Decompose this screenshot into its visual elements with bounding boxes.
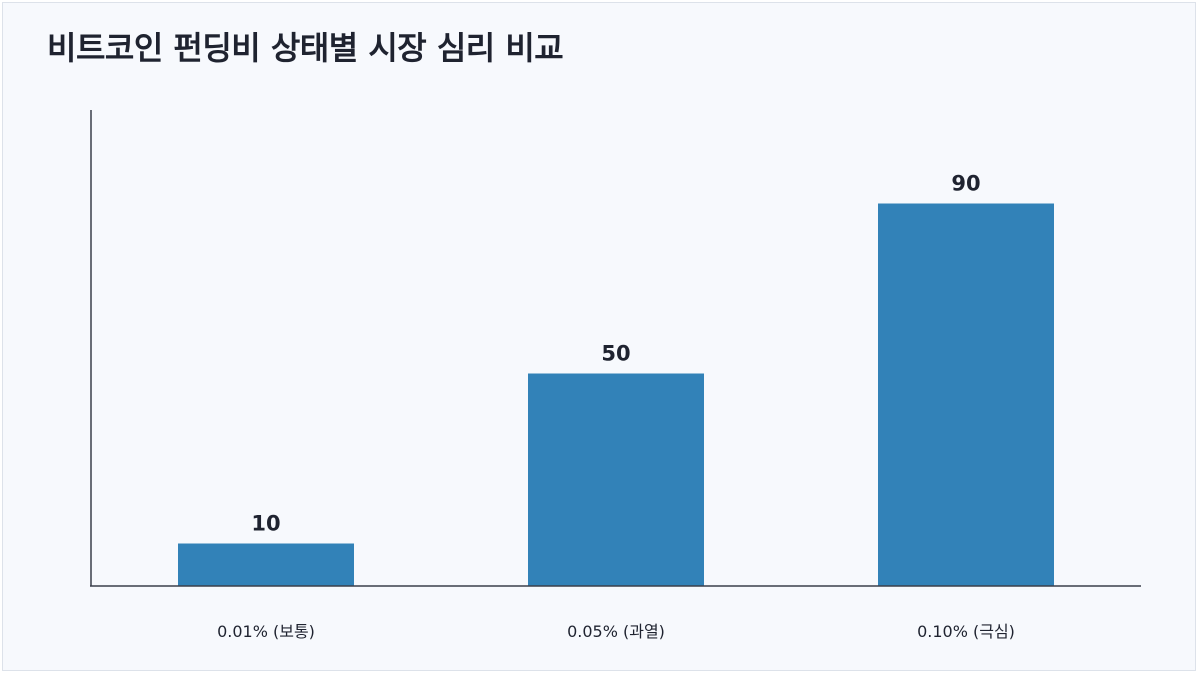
labels-layer: 10 0.01% (보통) 50 0.05% (과열) 90 0.10% (극심): [217, 172, 1015, 642]
data-label-1: 10: [251, 512, 280, 536]
x-tick-label-3: 0.10% (극심): [917, 622, 1015, 641]
bar-1: [178, 543, 354, 586]
bars-layer: [178, 203, 1054, 586]
data-label-3: 90: [951, 172, 980, 196]
bar-3: [878, 203, 1054, 586]
x-tick-label-1: 0.01% (보통): [217, 622, 315, 641]
x-tick-label-2: 0.05% (과열): [567, 622, 665, 641]
bar-2: [528, 373, 704, 586]
data-label-2: 50: [601, 342, 630, 366]
chart-title: 비트코인 펀딩비 상태별 시장 심리 비교: [47, 29, 564, 67]
